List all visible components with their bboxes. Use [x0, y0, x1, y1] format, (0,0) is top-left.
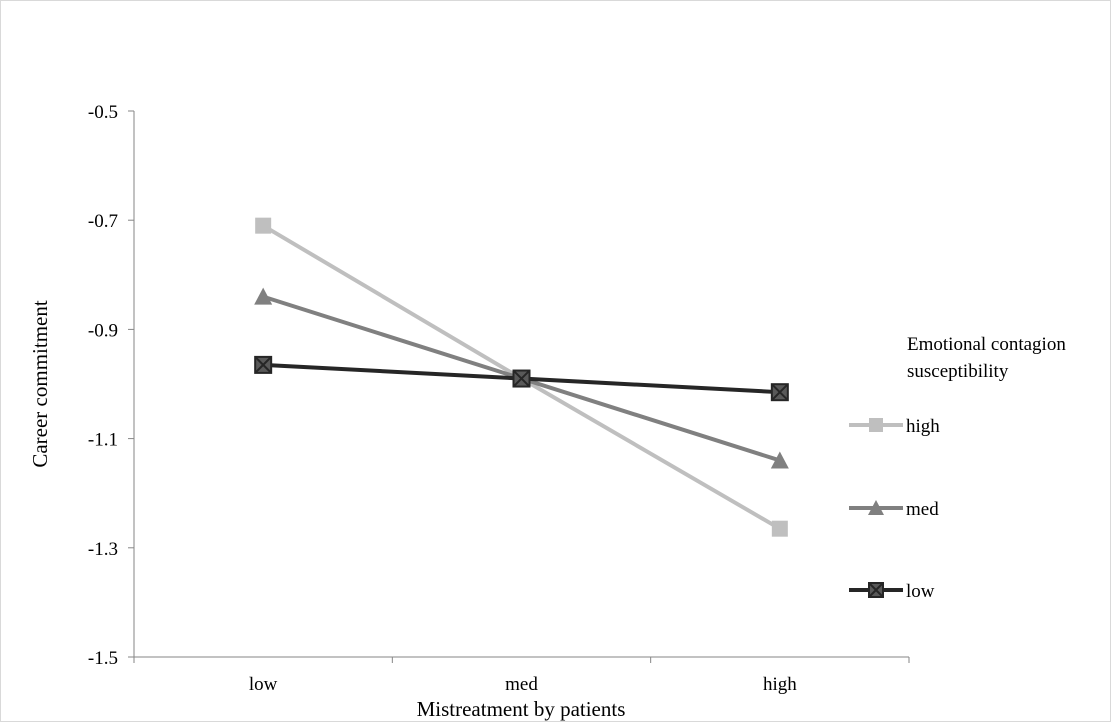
data-point-low — [254, 355, 273, 374]
marker-cross — [868, 582, 884, 598]
axes — [133, 111, 909, 658]
x-axis-label: Mistreatment by patients — [417, 697, 626, 721]
legend-label-low: low — [906, 581, 935, 602]
y-tick-label: -0.7 — [88, 211, 118, 232]
x-tick-label: low — [249, 674, 278, 695]
x-tick-label: high — [763, 674, 797, 695]
legend-title-line-2: susceptibility — [907, 361, 1009, 382]
series-group — [254, 217, 789, 537]
legend-marker-med — [868, 500, 884, 515]
y-tick-label: -1.3 — [88, 539, 118, 560]
data-point-med — [254, 287, 273, 305]
legend: Emotional contagion susceptibility high m… — [849, 334, 1066, 602]
data-point-low — [512, 369, 531, 388]
y-tick-label: -1.1 — [88, 430, 118, 451]
x-tick-group: low med high — [133, 657, 910, 695]
marker-cross — [771, 383, 789, 401]
data-point-low — [770, 383, 789, 402]
y-axis-label: Career commitment — [28, 300, 52, 468]
x-tick-label: med — [505, 674, 538, 695]
y-tick-label: -0.9 — [88, 320, 118, 341]
legend-marker-low — [868, 582, 884, 598]
legend-label-high: high — [906, 416, 940, 437]
marker-cross — [254, 356, 272, 374]
data-point-high — [255, 217, 272, 234]
y-tick-group: -0.5 -0.7 -0.9 -1.1 -1.3 -1.5 — [88, 102, 134, 669]
y-tick-label: -0.5 — [88, 102, 118, 123]
legend-title-line-1: Emotional contagion — [907, 334, 1066, 355]
marker-cross — [512, 369, 531, 388]
data-point-high — [771, 520, 788, 537]
legend-label-med: med — [906, 499, 939, 520]
legend-marker-high — [869, 418, 883, 432]
data-point-med — [770, 451, 789, 469]
y-tick-label: -1.5 — [88, 648, 118, 669]
